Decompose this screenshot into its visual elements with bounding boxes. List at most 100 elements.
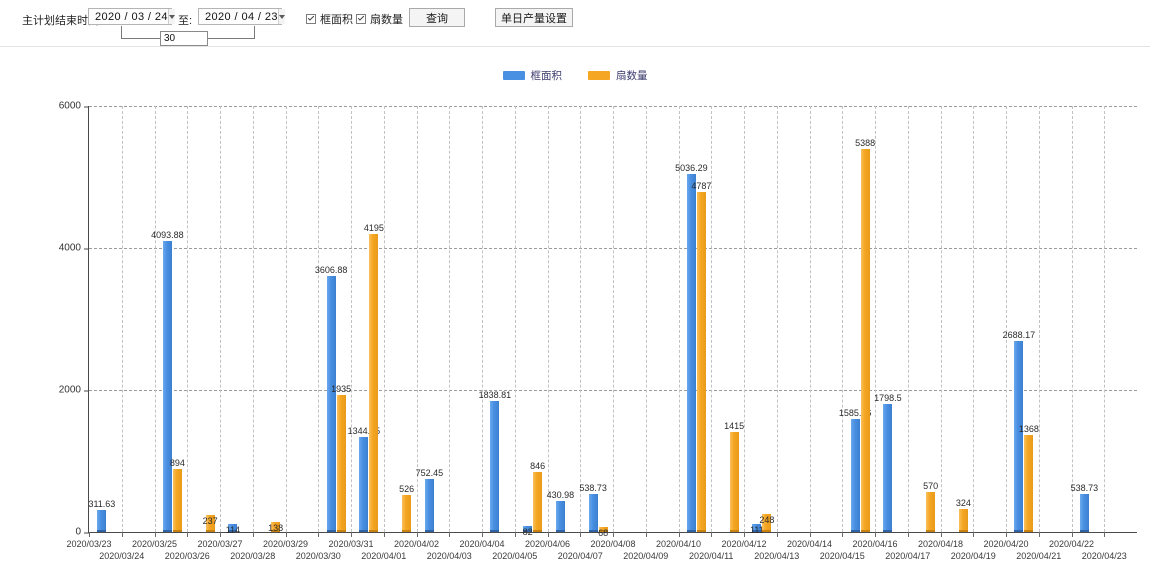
gridline-vertical [580,106,582,532]
x-axis-tick [1071,532,1073,537]
bar-value-label: 237 [202,516,218,527]
chart-bar[interactable]: 1935 [331,384,351,532]
gridline-vertical [711,106,713,532]
legend-item-fan-count[interactable]: 扇数量 [588,68,648,83]
gridline-vertical [154,106,156,532]
bar-value-label: 2688.17 [1002,330,1036,341]
x-axis-tick [285,532,287,537]
chart-bar[interactable]: 311.63 [88,499,115,532]
gridline-vertical [776,106,778,532]
gridline-vertical [449,106,451,532]
gridline-vertical [678,106,680,532]
date-from-input[interactable]: 2020 / 03 / 24 [88,8,175,25]
chart-bar[interactable]: 68 [598,527,608,538]
chevron-down-icon[interactable] [277,9,285,24]
x-axis-tick [514,532,516,537]
bar-value-label: 430.98 [546,490,575,501]
chart-plot-area[interactable]: 0 2000 4000 6000 2020/03/23 2020/03/24 2020/03… [59,101,1137,561]
gridline-vertical [940,106,942,532]
gridline-vertical [1071,106,1073,532]
x-axis-tick [1104,532,1106,537]
gridline-vertical [187,106,189,532]
chart-bar[interactable]: 752.45 [416,468,443,532]
bar-value-label: 324 [955,498,971,508]
checkbox-icon[interactable] [306,14,316,24]
x-axis-tick [220,532,221,537]
chart-bar[interactable]: 5388 [855,138,875,532]
x-axis-tick [776,532,778,537]
x-axis-tick [744,532,745,537]
bar-value-label: 894 [169,457,185,468]
gridline-vertical [416,106,418,532]
bar-value-label: 1798.5 [874,393,902,404]
date-span-days-input[interactable]: 30 [160,31,208,46]
chart-bar[interactable]: 538.73 [579,483,607,532]
chart-bar[interactable]: 2688.17 [1003,330,1035,532]
chart-bar[interactable]: 1344.95 [348,426,380,532]
chart-bar[interactable]: 111 [750,524,764,535]
x-axis-tick-label: 2020/04/22 [1048,539,1095,549]
chart-legend: 框面积 扇数量 [0,68,1150,83]
x-axis-tick [154,532,156,537]
legend-swatch-icon [588,71,610,80]
bar-value-label: 526 [399,483,415,494]
chart-bar[interactable]: 248 [759,514,774,532]
bar-value-label: 752.45 [415,467,444,478]
daily-output-settings-button[interactable]: 单日产量设置 [495,8,573,27]
x-axis-tick [711,532,713,537]
legend-item-frame-area[interactable]: 框面积 [502,68,562,83]
bar-value-label: 846 [530,460,546,471]
chart-bar[interactable]: 1585.96 [839,408,871,532]
checkbox-icon[interactable] [356,14,366,24]
chart-bar[interactable]: 526 [399,484,414,532]
chart-bar[interactable]: 3606.88 [315,265,347,532]
gridline-vertical [482,106,483,532]
bar-value-label: 82 [522,527,533,538]
x-axis-tick [1038,532,1040,537]
chart-bar[interactable]: 4093.88 [151,230,184,532]
x-axis-tick-label: 2020/03/24 [99,551,145,561]
chart-bar[interactable]: 4195 [364,223,384,532]
chart-bar[interactable]: 538.73 [1071,483,1098,532]
chart-bar[interactable]: 5036.29 [675,163,708,532]
x-axis-tick-label: 2020/03/29 [262,539,309,549]
gridline-vertical [1104,106,1106,532]
chart-bar[interactable]: 894 [170,458,185,532]
plan-end-time-label: 主计划结束时间: [22,15,103,27]
x-axis-tick-label: 2020/03/25 [131,539,178,549]
gridline-vertical [351,106,352,532]
checkbox-frame-area[interactable]: 框面积 [306,11,353,27]
x-axis-tick [645,532,647,537]
query-button[interactable]: 查询 [409,8,465,27]
chart-bar[interactable]: 570 [923,481,938,532]
gridline-vertical [907,106,909,532]
chart-bar[interactable]: 430.98 [547,490,574,532]
chart-bar[interactable]: 846 [530,461,545,532]
x-axis-tick [416,532,418,537]
chart-bar[interactable]: 324 [956,498,971,532]
chart-area: 0 2000 4000 6000 2020/03/23 2020/03/24 2020/03… [0,92,1150,575]
chart-bar[interactable]: 114 [226,523,240,535]
x-axis-tick-label: 2020/03/26 [164,551,210,561]
bar-value-label: 311.63 [88,498,116,509]
date-to-input[interactable]: 2020 / 04 / 23 [198,8,285,25]
chart-bar[interactable]: 1798.5 [874,393,902,532]
x-axis-tick [1006,532,1007,537]
chevron-down-icon[interactable] [167,9,175,24]
chart-bar[interactable]: 82 [523,526,533,537]
bar-value-label: 1838.81 [478,390,512,401]
gridline-vertical [973,106,975,532]
x-axis-tick [187,532,189,537]
chart-bar[interactable]: 1838.81 [479,390,511,532]
chart-bar[interactable]: 1368 [1019,424,1039,532]
x-axis-tick [940,532,942,537]
chart-bar[interactable]: 237 [202,515,218,532]
chart-bar[interactable]: 1415 [724,421,744,532]
chart-bar[interactable]: 138 [268,522,283,533]
chart-bar[interactable]: 4787 [691,181,711,532]
legend-label-fan-count: 扇数量 [616,70,648,82]
gridline-vertical [220,106,221,532]
checkbox-fan-count[interactable]: 扇数量 [356,11,403,27]
x-axis-tick [580,532,582,537]
x-axis-tick-label: 2020/04/09 [623,551,669,561]
